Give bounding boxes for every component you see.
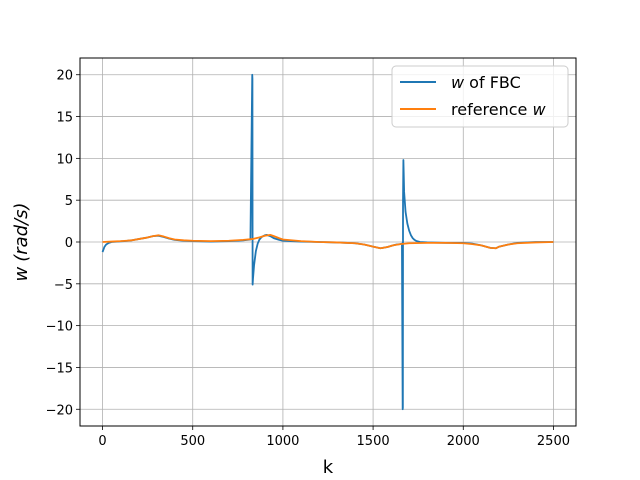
y-tick-label: −5 — [54, 278, 73, 293]
axis-ticks: 0 500 1000 1500 2000 2500 20 15 10 5 0 −5 −10 −15 −20 — [46, 69, 570, 449]
series-line-reference-w — [102, 233, 554, 250]
x-tick-label: 1500 — [357, 434, 390, 449]
y-axis-label-unit: (rad/s) — [11, 202, 32, 261]
y-tick-label: 10 — [56, 152, 73, 167]
x-axis-label: k — [323, 457, 334, 478]
y-tick-label: −20 — [46, 403, 73, 418]
y-tick-label: 0 — [65, 236, 73, 251]
plot-lines — [101, 73, 554, 411]
y-tick-label: 15 — [56, 111, 73, 126]
legend-label-w-of-fbc-text: of FBC — [464, 73, 521, 92]
y-axis-label: w (rad/s) — [11, 202, 32, 281]
legend-label-reference-w-text: reference — [451, 100, 532, 119]
x-tick-label: 2500 — [537, 434, 570, 449]
legend: w of FBC reference w — [391, 65, 569, 128]
x-tick-label: 500 — [180, 434, 205, 449]
legend-label-w-of-fbc: w of FBC — [451, 73, 521, 92]
y-tick-label: −15 — [46, 361, 73, 376]
x-tick-label: 0 — [98, 434, 106, 449]
y-tick-label: 20 — [56, 69, 73, 84]
legend-label-reference-w: reference w — [451, 100, 546, 119]
legend-label-reference-w-variable: w — [532, 100, 546, 119]
y-tick-label: −10 — [46, 320, 73, 335]
x-tick-label: 2000 — [447, 434, 480, 449]
y-tick-label: 5 — [65, 194, 73, 209]
x-tick-label: 1000 — [266, 434, 299, 449]
y-axis-label-variable: w — [11, 267, 32, 282]
legend-label-w-of-fbc-variable: w — [451, 73, 465, 92]
